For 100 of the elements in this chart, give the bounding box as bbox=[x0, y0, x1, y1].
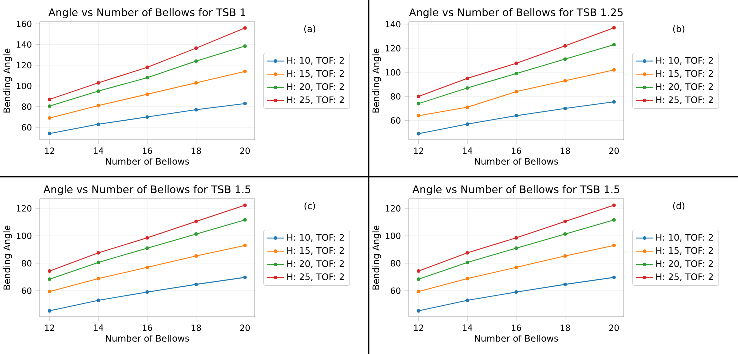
point bbox=[96, 122, 100, 126]
point bbox=[194, 108, 198, 112]
y-tick-label: 120 bbox=[17, 62, 32, 69]
point bbox=[417, 278, 421, 282]
y-axis-title: Bending Angle bbox=[372, 226, 382, 290]
legend-label: H: 10, TOF: 2 bbox=[656, 234, 714, 242]
point bbox=[417, 290, 421, 294]
point bbox=[194, 220, 198, 224]
x-tick-label: 14 bbox=[94, 148, 104, 154]
x-tick-label: 20 bbox=[609, 148, 620, 154]
point bbox=[417, 309, 421, 313]
point bbox=[564, 232, 568, 236]
x-tick-label: 14 bbox=[94, 324, 104, 331]
point bbox=[243, 244, 247, 248]
point bbox=[417, 132, 421, 136]
y-tick-label: 60 bbox=[391, 118, 401, 124]
point bbox=[564, 58, 568, 62]
legend-label: H: 20, TOF: 2 bbox=[288, 83, 344, 92]
point bbox=[612, 26, 616, 30]
point bbox=[466, 260, 470, 264]
point bbox=[243, 44, 247, 48]
y-tick-label: 60 bbox=[391, 288, 401, 294]
legend-label: H: 25, TOF: 2 bbox=[288, 96, 344, 104]
x-tick-label: 16 bbox=[143, 148, 152, 154]
x-axis-title: Number of Bellows bbox=[106, 158, 190, 165]
point bbox=[48, 104, 52, 108]
point bbox=[96, 251, 100, 255]
x-tick-label: 12 bbox=[414, 324, 424, 332]
point bbox=[564, 282, 568, 286]
text: (a) bbox=[304, 26, 316, 34]
x-tick-label: 12 bbox=[414, 148, 424, 154]
point bbox=[48, 278, 52, 282]
point bbox=[96, 104, 100, 108]
point bbox=[564, 79, 568, 83]
legend-label: H: 25, TOF: 2 bbox=[656, 274, 714, 282]
point bbox=[194, 60, 198, 64]
point bbox=[612, 68, 616, 72]
point bbox=[564, 44, 568, 48]
point bbox=[48, 309, 52, 313]
point bbox=[514, 62, 518, 66]
legend-label: H: 25, TOF: 2 bbox=[656, 96, 714, 104]
x-tick-label: 18 bbox=[192, 148, 202, 154]
y-tick-label: 100 bbox=[17, 82, 32, 90]
point bbox=[194, 232, 198, 236]
point bbox=[612, 218, 616, 222]
point bbox=[243, 204, 247, 208]
x-tick-label: 14 bbox=[463, 324, 473, 331]
point bbox=[96, 277, 100, 281]
point bbox=[194, 46, 198, 50]
legend-label: H: 15, TOF: 2 bbox=[656, 70, 714, 78]
y-tick-label: 160 bbox=[17, 20, 32, 28]
chart-title: Angle vs Number of Bellows for TSB 1.5 bbox=[412, 185, 620, 196]
point bbox=[466, 86, 470, 90]
point bbox=[466, 106, 470, 110]
point bbox=[612, 204, 616, 208]
y-tick-label: 120 bbox=[386, 205, 401, 212]
y-tick-label: 60 bbox=[22, 288, 32, 294]
point bbox=[466, 76, 470, 80]
y-tick-label: 120 bbox=[17, 205, 32, 212]
point bbox=[146, 290, 150, 294]
y-axis-title: Bending Angle bbox=[4, 48, 12, 113]
y-tick-label: 140 bbox=[386, 21, 401, 28]
point bbox=[146, 66, 150, 70]
y-axis-title: Bending Angle bbox=[372, 48, 382, 113]
point bbox=[564, 106, 568, 110]
y-tick-label: 100 bbox=[386, 69, 401, 76]
point bbox=[146, 76, 150, 80]
x-tick-label: 18 bbox=[560, 324, 570, 332]
chart-title: Angle vs Number of Bellows for TSB 1.25 bbox=[409, 8, 623, 19]
point bbox=[612, 244, 616, 248]
x-axis-title: Number of Bellows bbox=[475, 158, 558, 165]
x-tick-label: 16 bbox=[143, 324, 152, 332]
point bbox=[466, 122, 470, 126]
point bbox=[146, 115, 150, 119]
y-tick-label: 100 bbox=[17, 232, 32, 240]
point bbox=[466, 277, 470, 281]
legend-label: H: 15, TOF: 2 bbox=[656, 247, 714, 256]
point bbox=[146, 266, 150, 270]
point bbox=[417, 114, 421, 118]
point bbox=[466, 251, 470, 255]
y-tick-label: 80 bbox=[391, 93, 401, 100]
point bbox=[146, 92, 150, 96]
point bbox=[96, 298, 100, 302]
y-tick-label: 120 bbox=[386, 45, 401, 52]
point bbox=[466, 298, 470, 302]
y-tick-label: 80 bbox=[22, 260, 32, 267]
point bbox=[243, 276, 247, 280]
point bbox=[612, 100, 616, 104]
point bbox=[96, 90, 100, 94]
x-tick-label: 14 bbox=[463, 148, 473, 154]
chart-title: Angle vs Number of Bellows for TSB 1.5 bbox=[44, 185, 251, 196]
text: (b) bbox=[673, 26, 685, 34]
point bbox=[514, 266, 518, 270]
point bbox=[48, 270, 52, 274]
legend-label: H: 20, TOF: 2 bbox=[656, 260, 714, 268]
point bbox=[243, 70, 247, 74]
y-tick-label: 80 bbox=[391, 260, 401, 267]
point bbox=[564, 220, 568, 224]
point bbox=[243, 218, 247, 222]
legend-label: H: 10, TOF: 2 bbox=[288, 234, 344, 242]
